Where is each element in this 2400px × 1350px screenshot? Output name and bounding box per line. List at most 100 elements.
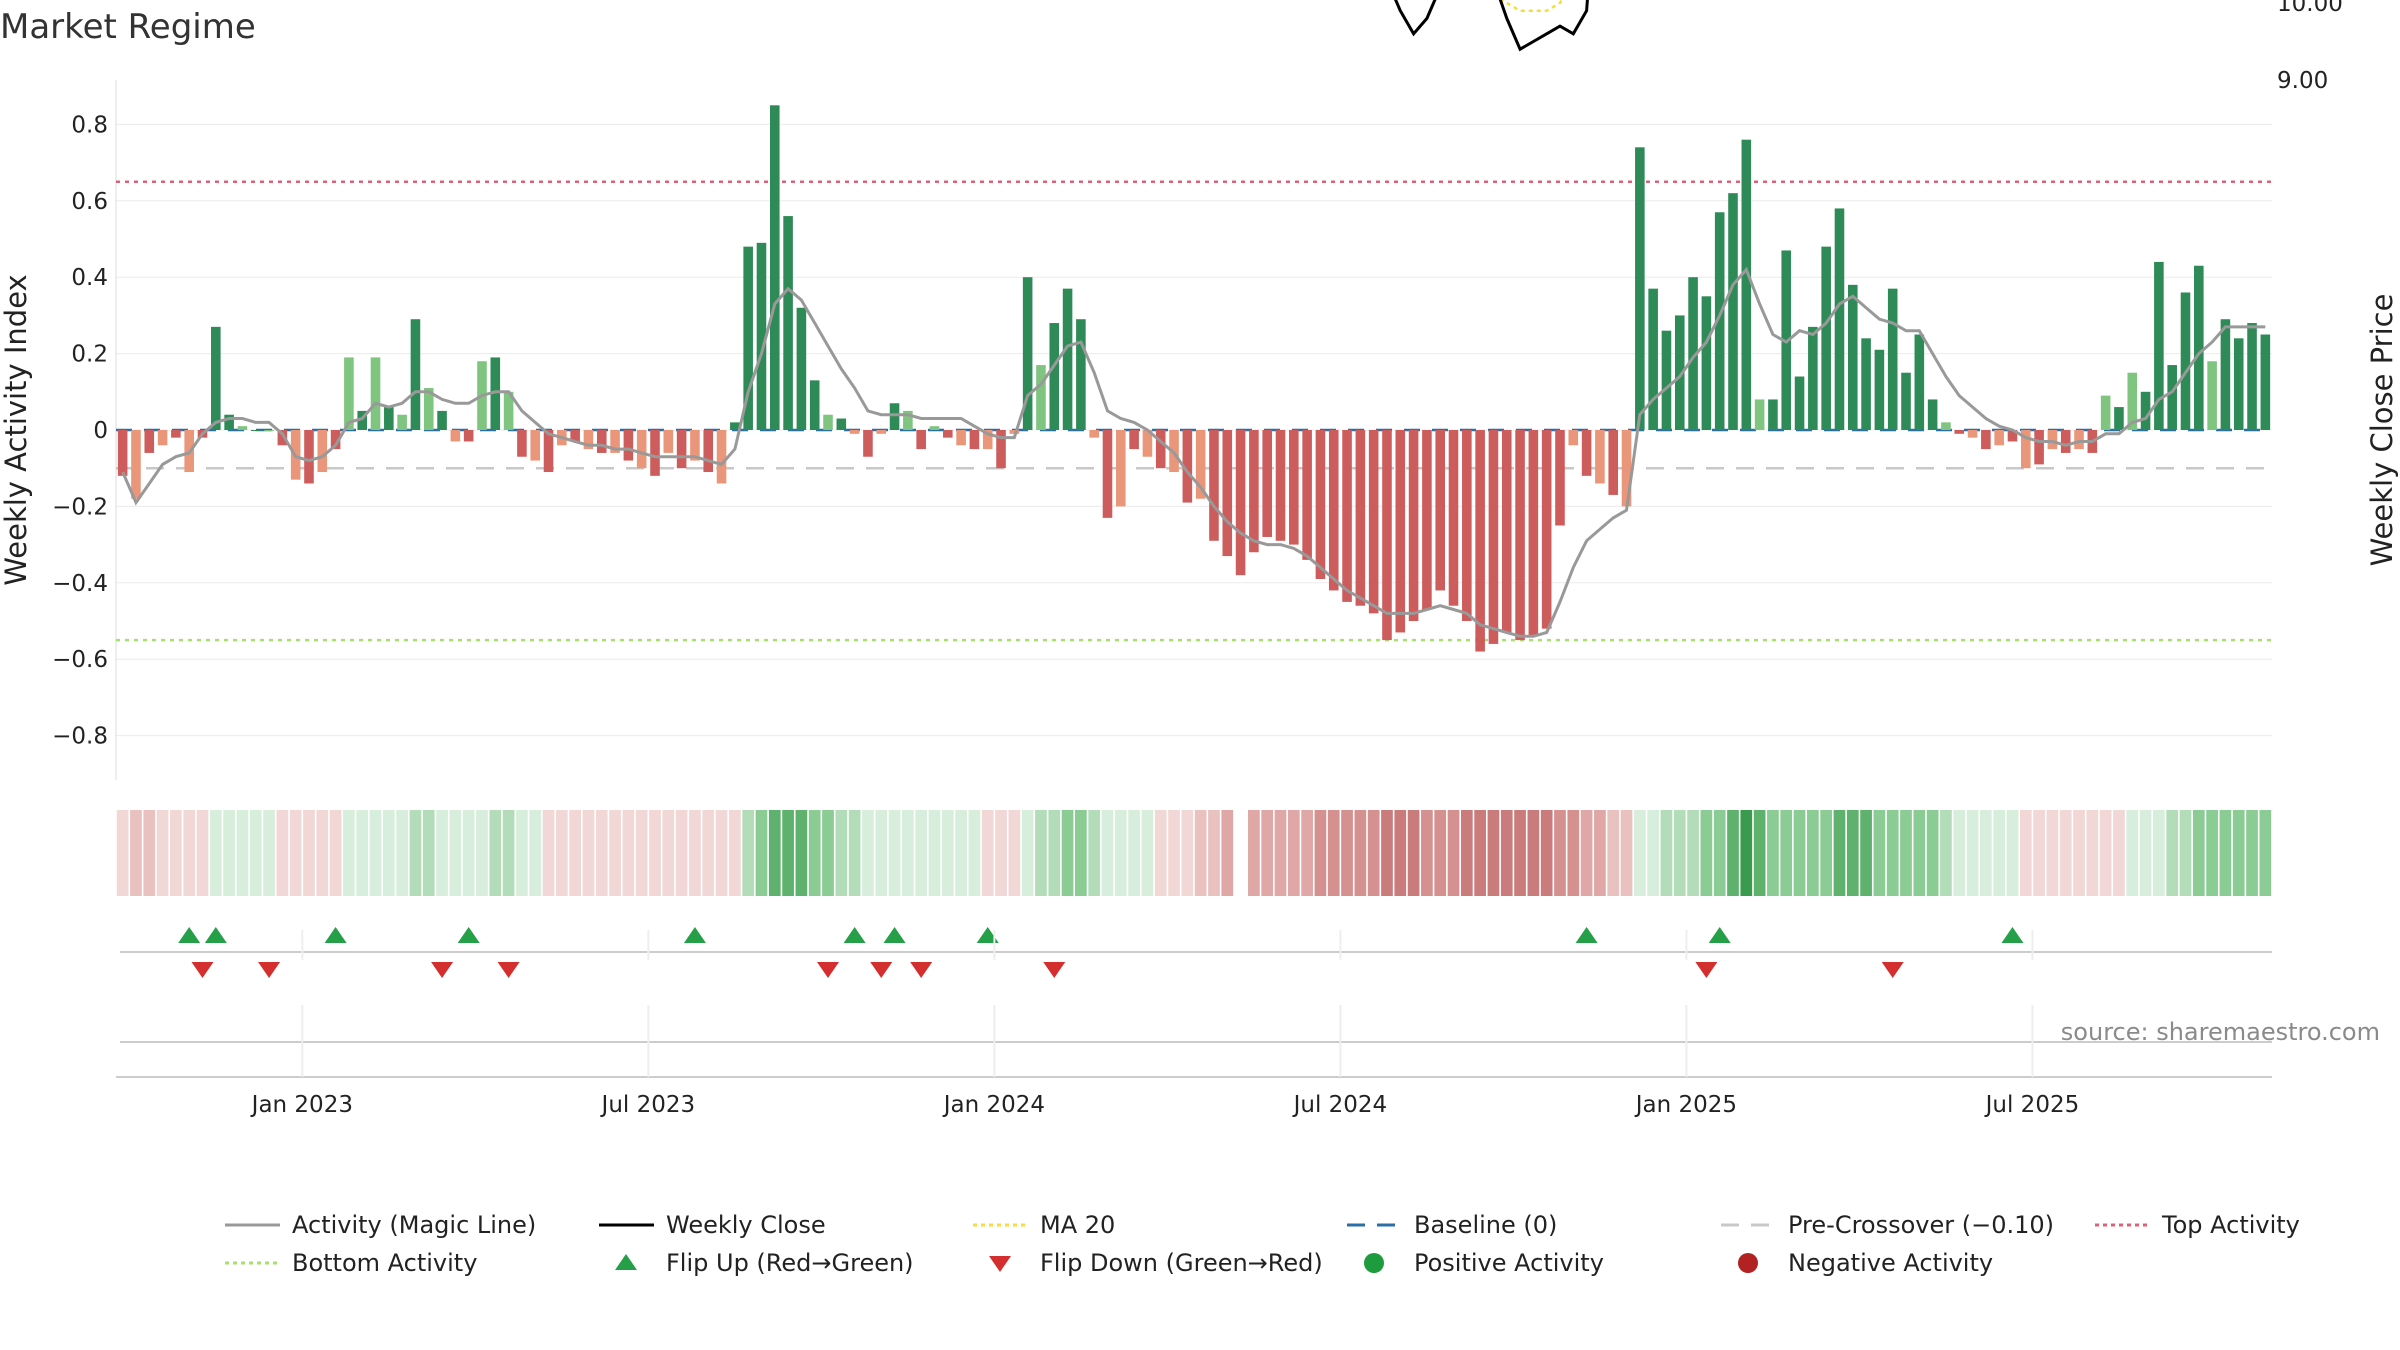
regime-cell [436,810,448,896]
regime-cell [955,810,967,896]
regime-cell [2019,810,2032,896]
regime-cell [1767,810,1779,896]
regime-cell [1647,810,1660,896]
regime-cell [236,810,249,896]
regime-cell [1381,810,1393,896]
regime-cell [1261,810,1274,896]
activity-bar [903,410,913,430]
regime-cell [1780,810,1793,896]
source-note: source: sharemaestro.com [2061,1018,2380,1046]
regime-cell [1341,810,1353,896]
regime-strip [116,810,2272,896]
activity-bar [117,430,128,476]
regime-cell [289,810,302,896]
flip-up-marker [683,927,706,943]
legend-item: Negative Activity [1738,1249,1993,1277]
regime-cell [1314,810,1327,896]
x-axis: Jan 2023 Jul 2023 Jan 2024 Jul 2024 Jan 2025… [116,930,2272,1118]
regime-cell [862,810,874,896]
legend-item: Baseline (0) [1347,1211,1557,1239]
activity-bar [1089,430,1099,438]
regime-cell [1860,810,1872,896]
regime-cell [595,810,608,896]
regime-cell [1620,810,1633,896]
regime-cell [396,810,408,896]
flip-markers [120,927,2272,978]
regime-cell [2113,810,2125,896]
activity-bar [1555,430,1565,526]
activity-bar [277,430,288,446]
regime-cell [902,810,914,896]
left-tick-label: 0.8 [71,112,108,138]
regime-cell [1820,810,1833,896]
flip-up-marker [1708,927,1731,943]
activity-bar [2167,365,2177,430]
activity-bar [1475,430,1485,652]
axis-ticks: 0.80.60.40.20−0.2−0.4−0.6−0.818.0017.001… [52,0,2343,750]
activity-bar [503,391,514,430]
regime-cell [941,810,954,896]
legend-label: Flip Down (Green→Red) [1040,1249,1323,1277]
regime-cell [2046,810,2059,896]
regime-cell [369,810,382,896]
regime-cell [755,810,768,896]
magic-line [121,266,2266,638]
activity-bar [1834,208,1845,430]
regime-cell [1713,810,1726,896]
ma20-line [1499,0,1564,12]
weekly-close-line [1394,0,1589,52]
regime-cell [1500,810,1513,896]
regime-cell [2073,810,2085,896]
legend-item: MA 20 [973,1211,1115,1239]
regime-cell [582,810,595,896]
flip-down-marker [1695,962,1718,978]
regime-cell [622,810,635,896]
regime-cell [1487,810,1500,896]
activity-bar [1728,193,1738,430]
activity-bar [2247,323,2257,430]
activity-bar [2020,430,2031,469]
activity-bar [2180,292,2191,430]
activity-bar [1355,430,1366,606]
flip-up-marker [976,927,999,943]
activity-bar [131,430,141,499]
regime-cell [1554,810,1566,896]
activity-bar [596,430,607,453]
activity-bar [2207,361,2217,430]
activity-bar [1342,430,1352,602]
activity-bar [1462,430,1472,621]
activity-bar [1541,430,1552,629]
regime-cell [2206,810,2218,896]
regime-cell [223,810,235,896]
regime-cell [968,810,981,896]
legend-label: MA 20 [1040,1211,1115,1239]
activity-bar [1102,430,1113,518]
regime-cell [555,810,568,896]
activity-bar [823,414,833,430]
activity-bar [1488,430,1499,644]
activity-bar [250,430,261,431]
series-lines [121,0,2266,638]
regime-cell [249,810,262,896]
left-tick-label: −0.4 [52,571,108,597]
activity-bar [836,418,847,430]
activity-bar [1289,430,1299,545]
regime-cell [1833,810,1846,896]
activity-bar [1981,430,1991,450]
activity-bar [224,414,234,430]
regime-cell [1687,810,1699,896]
activity-bar [490,357,501,430]
legend-label: Positive Activity [1414,1249,1604,1277]
activity-bar [237,426,248,430]
regime-cell [1700,810,1713,896]
activity-bar [1528,430,1539,637]
activity-bar [1129,430,1139,450]
regime-cell [209,810,222,896]
activity-bar [397,414,407,430]
legend-swatch [989,1256,1011,1272]
left-tick-label: −0.6 [52,647,108,673]
regime-cell [915,810,928,896]
regime-cell [1394,810,1407,896]
regime-cell [1248,810,1260,896]
activity-bar [809,380,820,430]
